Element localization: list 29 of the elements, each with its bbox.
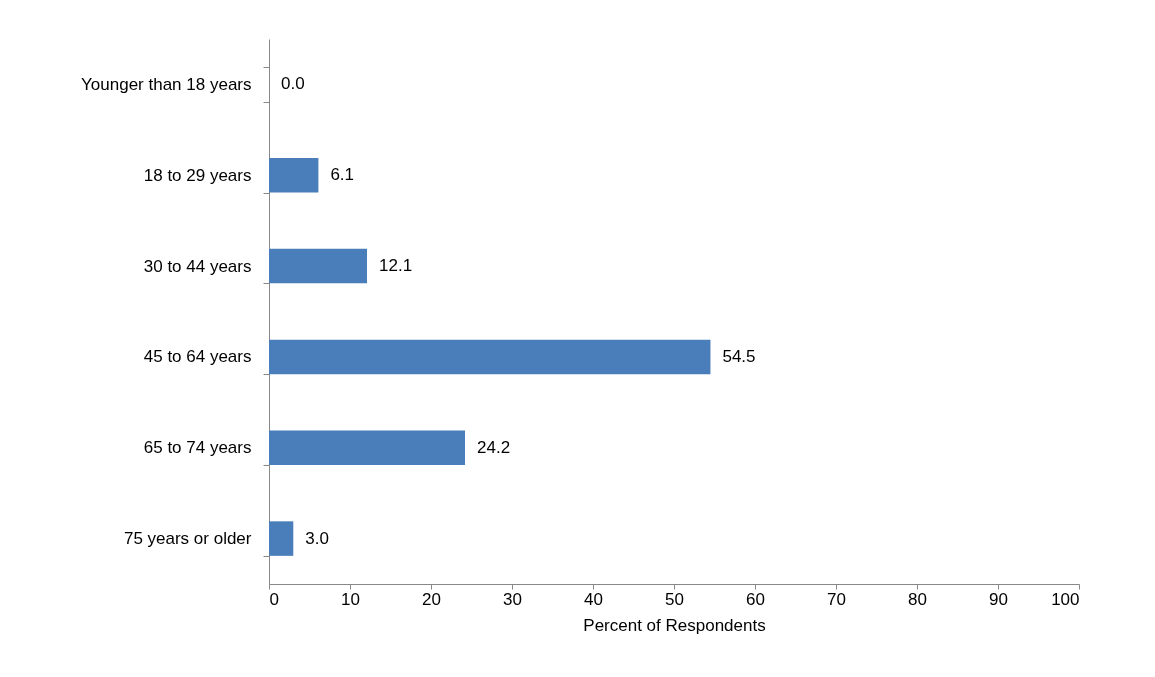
data-label: 24.2 <box>477 437 511 457</box>
bar <box>269 339 711 375</box>
data-label: 3.0 <box>305 528 329 548</box>
y-tick-label: 65 to 74 years <box>143 438 252 458</box>
x-tick-label: 90 <box>989 589 1008 609</box>
x-tick-label: 10 <box>341 589 360 609</box>
x-tick-label: 70 <box>827 589 846 609</box>
x-tick-label: 80 <box>908 589 927 609</box>
y-tick-label: 75 years or older <box>123 529 252 549</box>
x-tick-label: 30 <box>503 589 522 609</box>
bar <box>269 521 294 556</box>
x-tick-label: 40 <box>584 589 603 609</box>
x-axis-title: Percent of Respondents <box>583 615 766 635</box>
x-tick-label: 50 <box>665 589 684 609</box>
y-tick-label: 45 to 64 years <box>143 347 252 367</box>
y-tick-label: 18 to 29 years <box>143 165 252 185</box>
data-label: 12.1 <box>379 256 413 276</box>
y-tick-label: 30 to 44 years <box>143 256 252 276</box>
x-tick-label: 100 <box>1051 589 1080 609</box>
y-tick-label: Younger than 18 years <box>81 74 252 94</box>
x-tick-label: 60 <box>746 589 765 609</box>
bar <box>269 248 368 284</box>
bar <box>269 157 319 193</box>
data-label: 6.1 <box>330 165 355 185</box>
data-label: 54.5 <box>722 346 756 366</box>
x-tick-label: 0 <box>269 589 279 609</box>
data-label: 0.0 <box>281 74 305 94</box>
bar <box>269 430 466 466</box>
x-tick-label: 20 <box>422 589 441 609</box>
